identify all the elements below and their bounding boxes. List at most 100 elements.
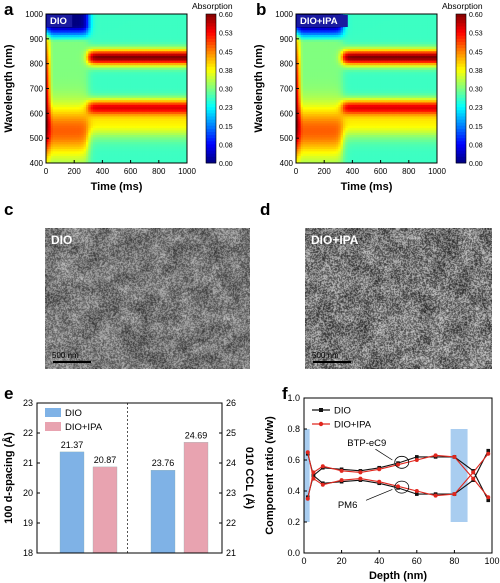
heatmap-cell [319, 104, 323, 108]
heatmap-cell [69, 109, 73, 113]
heatmap-cell [170, 79, 174, 82]
heatmap-cell [88, 107, 92, 110]
heatmap-cell [97, 93, 101, 96]
heatmap-cell [296, 79, 299, 82]
heatmap-cell [62, 156, 66, 159]
heatmap-cell [46, 39, 49, 43]
heatmap-cell [179, 51, 183, 54]
sample-tag: DIO [50, 16, 67, 27]
heatmap-cell [312, 32, 316, 36]
heatmap-cell [179, 81, 183, 85]
heatmap-cell [125, 118, 129, 122]
heatmap-cell [97, 69, 101, 73]
heatmap-cell [300, 118, 304, 122]
heatmap-cell [50, 79, 54, 82]
heatmap-cell [104, 151, 108, 155]
heatmap-cell [93, 30, 96, 34]
heatmap-cell [76, 69, 80, 73]
heatmap-cell [298, 51, 302, 54]
heatmap-cell [116, 118, 120, 122]
heatmap-cell [168, 142, 171, 145]
heatmap-cell [321, 95, 325, 99]
heatmap-cell [116, 97, 120, 101]
heatmap-cell [53, 79, 56, 82]
heatmap-cell [128, 69, 131, 73]
heatmap-cell [156, 139, 160, 143]
heatmap-cell [161, 128, 164, 131]
heatmap-cell [132, 107, 136, 110]
heatmap-cell [62, 79, 66, 82]
heatmap-cell [93, 74, 96, 78]
heatmap-cell [116, 100, 120, 103]
heatmap-cell [161, 27, 164, 31]
heatmap-cell [177, 102, 181, 106]
heatmap-cell [326, 153, 330, 157]
heatmap-cell [111, 55, 115, 59]
heatmap-cell [97, 139, 101, 143]
colorbar-cell [206, 153, 216, 158]
heatmap-cell [158, 16, 162, 20]
heatmap-cell [137, 14, 141, 17]
heatmap-cell [179, 86, 183, 89]
heatmap-cell [317, 102, 320, 106]
heatmap-cell [57, 144, 61, 148]
heatmap-cell [154, 51, 157, 54]
heatmap-cell [83, 93, 87, 96]
heatmap-cell [298, 88, 302, 92]
heatmap-cell [130, 102, 134, 106]
heatmap-cell [83, 44, 87, 47]
heatmap-cell [324, 142, 327, 145]
heatmap-cell [64, 144, 68, 148]
heatmap-cell [88, 60, 92, 64]
heatmap-cell [118, 53, 122, 57]
heatmap-cell [95, 72, 99, 75]
heatmap-cell [175, 142, 178, 145]
heatmap-cell [95, 123, 99, 127]
heatmap-cell [97, 14, 101, 17]
heatmap-cell [118, 111, 122, 115]
heatmap-cell [303, 97, 306, 101]
heatmap-cell [102, 97, 106, 101]
heatmap-cell [144, 27, 148, 31]
heatmap-cell [317, 107, 320, 110]
colorbar-cell [206, 57, 216, 61]
heatmap-cell [163, 51, 167, 54]
heatmap-cell [71, 55, 75, 59]
heatmap-cell [296, 128, 299, 131]
heatmap-cell [48, 137, 52, 141]
heatmap-cell [85, 74, 89, 78]
heatmap-cell [104, 25, 108, 29]
heatmap-cell [109, 104, 113, 108]
heatmap-cell [116, 51, 120, 54]
heatmap-cell [55, 111, 59, 115]
heatmap-cell [324, 102, 327, 106]
heatmap-cell [69, 34, 73, 38]
heatmap-cell [95, 48, 99, 52]
heatmap-cell [76, 102, 80, 106]
heatmap-cell [310, 51, 313, 54]
heatmap-cell [333, 65, 337, 68]
heatmap-cell [69, 30, 73, 34]
heatmap-cell [71, 65, 75, 68]
heatmap-cell [53, 65, 56, 68]
heatmap-cell [102, 76, 106, 80]
heatmap-cell [312, 48, 316, 52]
heatmap-cell [179, 67, 183, 71]
heatmap-cell [83, 144, 87, 148]
heatmap-cell [64, 74, 68, 78]
heatmap-cell [64, 58, 68, 61]
heatmap-cell [130, 90, 134, 94]
heatmap-cell [95, 27, 99, 31]
heatmap-cell [125, 46, 129, 50]
heatmap-cell [137, 27, 141, 31]
heatmap-cell [48, 74, 52, 78]
heatmap-cell [125, 32, 129, 36]
heatmap-cell [321, 132, 325, 136]
heatmap-cell [149, 46, 153, 50]
heatmap-cell [125, 76, 129, 80]
colorbar-cell [206, 138, 216, 142]
heatmap-cell [142, 60, 146, 64]
heatmap-cell [172, 65, 176, 68]
heatmap-cell [123, 102, 127, 106]
heatmap-cell [324, 128, 327, 131]
